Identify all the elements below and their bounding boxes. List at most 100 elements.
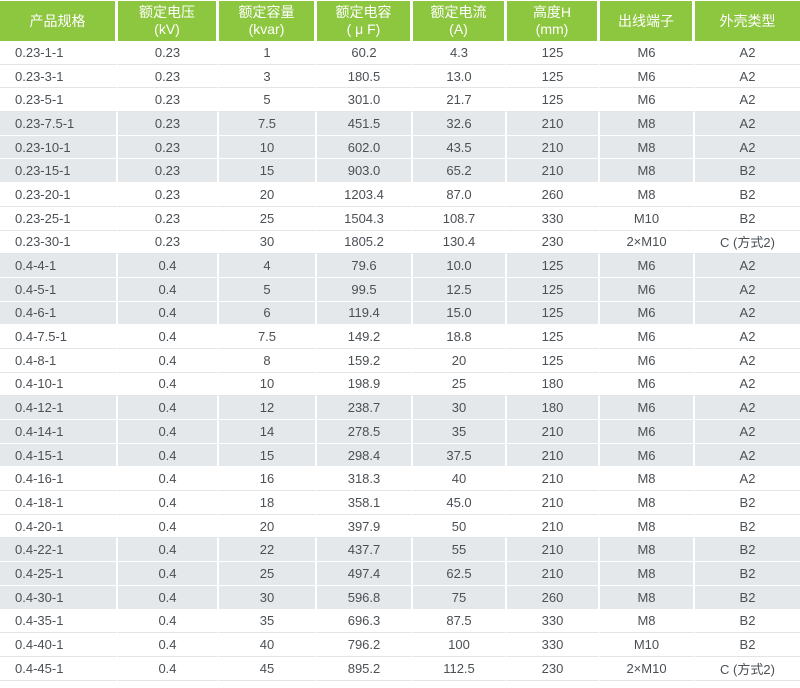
table-cell: 10 <box>219 372 317 397</box>
table-cell: 14 <box>219 420 317 444</box>
table-cell: B2 <box>695 538 800 563</box>
table-cell: M6 <box>600 301 695 326</box>
table-cell: 30 <box>413 396 507 420</box>
table-cell: M6 <box>600 88 695 113</box>
table-cell: 125 <box>507 88 600 113</box>
table-cell: 7.5 <box>219 325 317 349</box>
table-cell: 0.4-14-1 <box>0 420 118 444</box>
table-row: 0.23-1-1 0.23 1 60.2 4.3 125 M6 A2 <box>0 41 800 65</box>
table-cell: A2 <box>695 325 800 349</box>
table-cell: 451.5 <box>317 112 413 136</box>
table-cell: 30 <box>219 585 317 610</box>
header-label: 高度H <box>532 4 572 20</box>
table-cell: M6 <box>600 372 695 397</box>
table-cell: M8 <box>600 538 695 563</box>
table-cell: 0.4-10-1 <box>0 372 118 397</box>
table-cell: 4.3 <box>413 41 507 65</box>
table-cell: A2 <box>695 396 800 420</box>
table-row: 0.4-8-1 0.4 8 159.2 20 125 M6 A2 <box>0 348 800 373</box>
table-cell: A2 <box>695 277 800 302</box>
table-cell: 358.1 <box>317 491 413 515</box>
table-cell: 210 <box>507 112 600 136</box>
table-cell: A2 <box>695 348 800 373</box>
table-cell: 0.23 <box>118 159 219 184</box>
table-cell: 0.4 <box>118 562 219 586</box>
table-cell: 2×M10 <box>600 656 695 681</box>
table-cell: 1805.2 <box>317 230 413 255</box>
table-cell: 0.23 <box>118 230 219 255</box>
table-cell: 60.2 <box>317 41 413 65</box>
table-cell: M8 <box>600 112 695 136</box>
table-cell: 210 <box>507 538 600 563</box>
table-cell: 0.4-7.5-1 <box>0 325 118 349</box>
table-cell: 18 <box>219 491 317 515</box>
header-unit: (mm) <box>535 21 569 37</box>
table-cell: 108.7 <box>413 206 507 231</box>
table-cell: M8 <box>600 514 695 539</box>
table-row: 0.23-3-1 0.23 3 180.5 13.0 125 M6 A2 <box>0 64 800 89</box>
header-label: 额定电容 <box>335 4 392 20</box>
table-cell: 0.23-5-1 <box>0 88 118 113</box>
table-cell: 260 <box>507 183 600 207</box>
table-row: 0.23-7.5-1 0.23 7.5 451.5 32.6 210 M8 A2 <box>0 112 800 136</box>
table-cell: 210 <box>507 159 600 184</box>
table-cell: 497.4 <box>317 562 413 586</box>
table-cell: 0.4 <box>118 301 219 326</box>
table-cell: 2×M10 <box>600 230 695 255</box>
table-cell: 100 <box>413 633 507 657</box>
table-cell: 125 <box>507 254 600 278</box>
table-cell: 12.5 <box>413 277 507 302</box>
header-label: 出线端子 <box>618 12 674 29</box>
table-cell: 0.23 <box>118 41 219 65</box>
table-cell: 0.4-20-1 <box>0 514 118 539</box>
table-cell: M8 <box>600 183 695 207</box>
table-cell: 35 <box>413 420 507 444</box>
table-cell: M8 <box>600 159 695 184</box>
table-cell: 30 <box>219 230 317 255</box>
table-cell: 437.7 <box>317 538 413 563</box>
table-cell: 7.5 <box>219 112 317 136</box>
table-cell: 210 <box>507 467 600 492</box>
table-cell: 180 <box>507 396 600 420</box>
table-cell: 180 <box>507 372 600 397</box>
table-cell: 198.9 <box>317 372 413 397</box>
header-label: 额定电流 <box>430 4 487 20</box>
table-cell: 25 <box>413 372 507 397</box>
table-cell: 45 <box>219 656 317 681</box>
table-cell: 301.0 <box>317 88 413 113</box>
table-cell: 0.4 <box>118 514 219 539</box>
table-cell: 0.4 <box>118 396 219 420</box>
table-cell: 596.8 <box>317 585 413 610</box>
table-row: 0.4-14-1 0.4 14 278.5 35 210 M6 A2 <box>0 420 800 444</box>
table-cell: 0.23-10-1 <box>0 135 118 160</box>
col-header-rated-capacitance: 额定电容 ( μ F) <box>317 1 413 41</box>
table-cell: 10 <box>219 135 317 160</box>
table-row: 0.23-15-1 0.23 15 903.0 65.2 210 M8 B2 <box>0 159 800 184</box>
table-row: 0.4-12-1 0.4 12 238.7 30 180 M6 A2 <box>0 396 800 420</box>
table-cell: 0.4 <box>118 443 219 468</box>
table-cell: B2 <box>695 633 800 657</box>
table-cell: 5 <box>219 277 317 302</box>
table-cell: A2 <box>695 135 800 160</box>
table-cell: 22 <box>219 538 317 563</box>
table-cell: 35 <box>219 609 317 634</box>
table-cell: B2 <box>695 609 800 634</box>
table-row: 0.4-25-1 0.4 25 497.4 62.5 210 M8 B2 <box>0 562 800 586</box>
table-cell: 0.23-7.5-1 <box>0 112 118 136</box>
table-row: 0.4-20-1 0.4 20 397.9 50 210 M8 B2 <box>0 514 800 539</box>
table-cell: 50 <box>413 514 507 539</box>
table-cell: 40 <box>219 633 317 657</box>
table-row: 0.4-10-1 0.4 10 198.9 25 180 M6 A2 <box>0 372 800 397</box>
table-cell: 0.4-5-1 <box>0 277 118 302</box>
table-cell: 20 <box>413 348 507 373</box>
table-cell: B2 <box>695 159 800 184</box>
table-cell: 238.7 <box>317 396 413 420</box>
header-row: 产品规格 额定电压 (kV) 额定容量 (kvar) 额定电容 ( μ F) 额… <box>0 1 800 41</box>
table-cell: A2 <box>695 372 800 397</box>
table-cell: 1504.3 <box>317 206 413 231</box>
table-cell: 0.4-16-1 <box>0 467 118 492</box>
table-cell: 12 <box>219 396 317 420</box>
table-cell: 20 <box>219 514 317 539</box>
table-cell: M8 <box>600 585 695 610</box>
